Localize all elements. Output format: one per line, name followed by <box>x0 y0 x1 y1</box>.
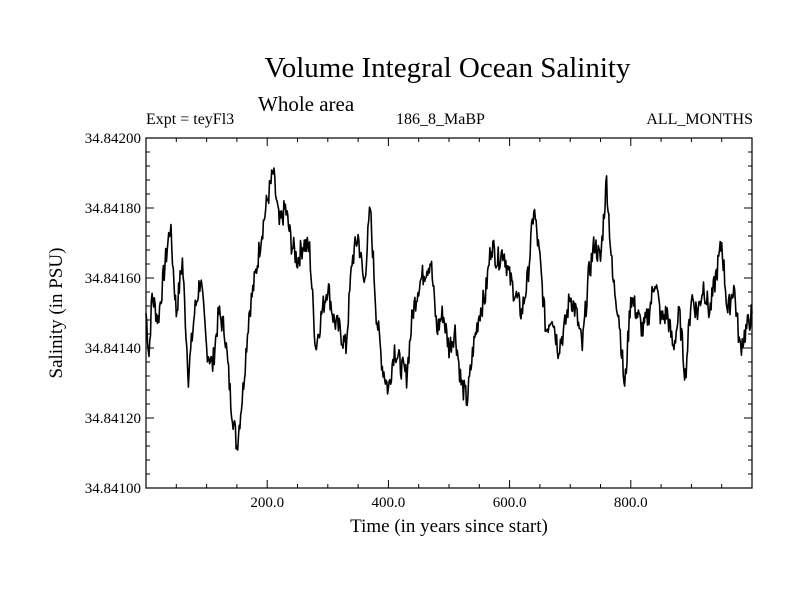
x-tick-label: 400.0 <box>372 495 406 511</box>
months-label: ALL_MONTHS <box>646 111 753 128</box>
y-tick-label: 34.84160 <box>85 271 141 287</box>
x-axis-label: Time (in years since start) <box>350 516 548 537</box>
x-tick-label: 200.0 <box>250 495 284 511</box>
chart-subtitle: Whole area <box>258 92 355 116</box>
y-tick-label: 34.84180 <box>85 201 141 217</box>
x-tick-label: 800.0 <box>614 495 648 511</box>
y-tick-label: 34.84200 <box>85 131 141 147</box>
y-axis-label: Salinity (in PSU) <box>46 248 67 379</box>
chart-title: Volume Integral Ocean Salinity <box>264 52 631 84</box>
y-tick-label: 34.84120 <box>85 411 141 427</box>
y-tick-label: 34.84100 <box>85 481 141 497</box>
salinity-series-line <box>145 167 753 451</box>
experiment-label: Expt = teyFl3 <box>146 111 235 128</box>
plot-frame <box>145 137 753 489</box>
x-tick-label: 600.0 <box>493 495 527 511</box>
period-label: 186_8_MaBP <box>396 111 485 128</box>
y-tick-label: 34.84140 <box>85 341 141 357</box>
